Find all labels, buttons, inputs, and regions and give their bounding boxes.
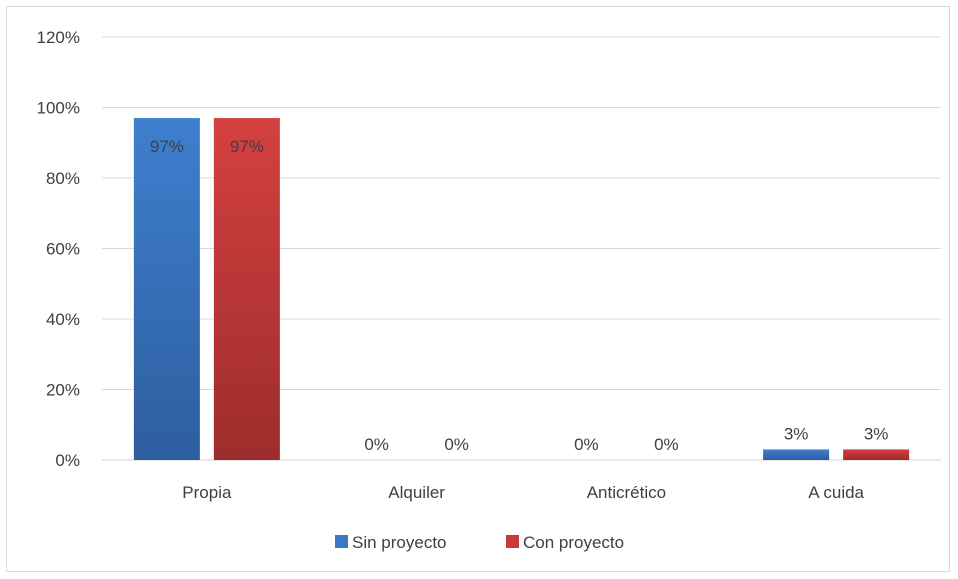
x-axis: Propia Alquiler Anticrético A cuida [182, 483, 864, 502]
y-tick-label: 0% [55, 451, 80, 470]
data-label: 0% [444, 435, 469, 454]
bars: 97% 97% 0% 0% 0% 0% 3% 3% [133, 118, 910, 460]
legend-swatch [506, 535, 519, 548]
legend-label: Con proyecto [523, 533, 624, 552]
x-category-label: Anticrético [587, 483, 666, 502]
y-tick-label: 20% [46, 381, 80, 400]
legend-swatch [335, 535, 348, 548]
data-label: 3% [864, 424, 889, 443]
y-tick-label: 80% [46, 169, 80, 188]
x-category-label: A cuida [808, 483, 864, 502]
bar-sin-proyecto [763, 449, 830, 460]
data-label: 0% [364, 435, 389, 454]
x-category-label: Propia [182, 483, 232, 502]
legend: Sin proyecto Con proyecto [335, 533, 624, 552]
bar-chart: 0% 20% 40% 60% 80% 100% 120% 97% 97% 0% 0% 0% 0% 3% 3… [37, 28, 941, 552]
y-tick-label: 40% [46, 310, 80, 329]
chart-frame: 0% 20% 40% 60% 80% 100% 120% 97% 97% 0% 0% 0% 0% 3% 3… [6, 6, 950, 572]
bar-sin-proyecto [133, 118, 200, 460]
data-label: 0% [574, 435, 599, 454]
y-tick-label: 60% [46, 240, 80, 259]
data-label: 97% [230, 137, 264, 156]
y-tick-label: 100% [37, 99, 80, 118]
legend-label: Sin proyecto [352, 533, 447, 552]
data-label: 0% [654, 435, 679, 454]
bar-con-proyecto [213, 118, 280, 460]
y-tick-label: 120% [37, 28, 80, 47]
y-axis: 0% 20% 40% 60% 80% 100% 120% [37, 28, 80, 470]
x-category-label: Alquiler [388, 483, 445, 502]
data-label: 97% [150, 137, 184, 156]
bar-con-proyecto [843, 449, 910, 460]
data-label: 3% [784, 424, 809, 443]
